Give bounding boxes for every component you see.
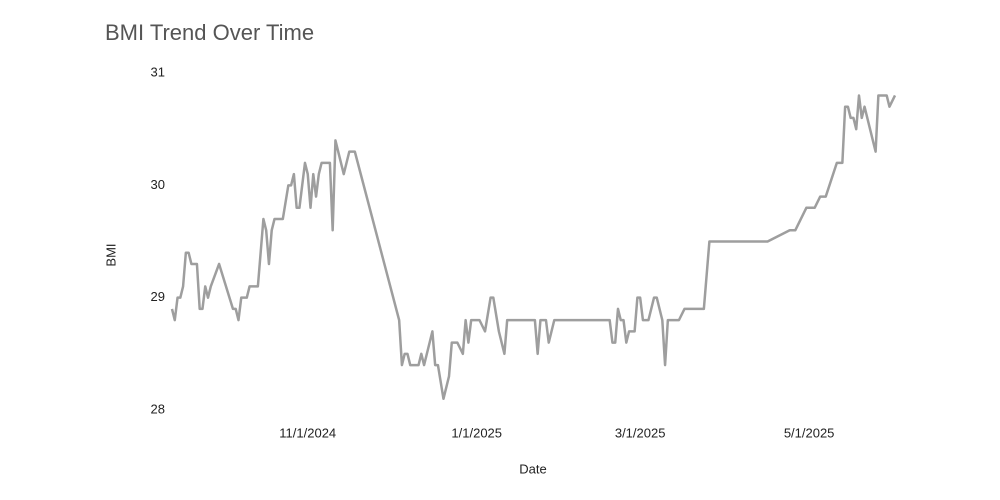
x-tick-label: 5/1/2025 <box>784 425 835 440</box>
x-tick-label: 11/1/2024 <box>279 425 336 440</box>
x-tick-label: 3/1/2025 <box>615 425 666 440</box>
y-axis-label: BMI <box>103 243 118 266</box>
chart-title: BMI Trend Over Time <box>105 20 314 45</box>
data-line <box>170 94 897 401</box>
x-tick-label: 1/1/2025 <box>451 425 502 440</box>
x-axis-label: Date <box>519 461 546 476</box>
y-tick-label: 31 <box>151 64 165 79</box>
y-tick-label: 29 <box>151 289 165 304</box>
y-tick-label: 28 <box>151 401 165 416</box>
y-tick-label: 30 <box>151 177 165 192</box>
